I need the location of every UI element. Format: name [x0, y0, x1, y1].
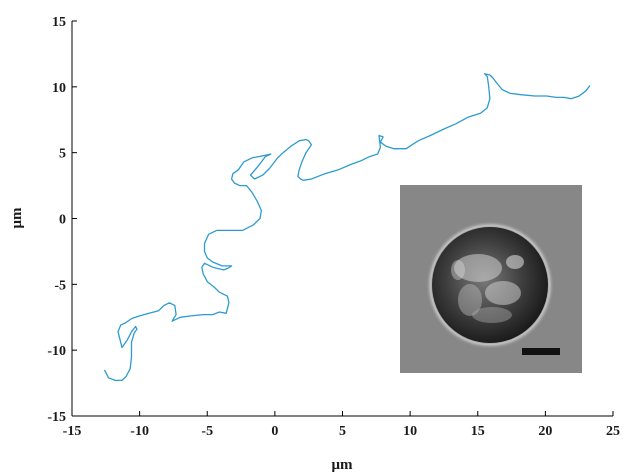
trajectory-line: [103, 73, 591, 382]
y-tick-label: -10: [47, 344, 66, 359]
cell-texture: [458, 284, 482, 316]
x-tick-label: 25: [606, 424, 620, 439]
y-tick-label: -15: [47, 410, 66, 425]
y-tick-label: 10: [52, 81, 66, 96]
y-tick-label: 5: [59, 147, 66, 162]
x-tick-label: -10: [130, 424, 149, 439]
plot-area: [103, 73, 591, 382]
x-tick-label: 20: [538, 424, 552, 439]
y-ticks: -15 -10 -5 0 5 10 15: [47, 15, 77, 425]
x-ticks: -15 -10 -5 0 5 10 15 20 25: [63, 411, 620, 439]
y-axis-label: μm: [9, 207, 25, 229]
x-tick-label: 10: [403, 424, 417, 439]
x-tick-label: -5: [201, 424, 213, 439]
y-tick-label: -5: [54, 278, 66, 293]
x-tick-label: 0: [271, 424, 278, 439]
y-tick-label: 15: [52, 15, 66, 30]
y-tick-label: 0: [59, 213, 66, 228]
cell-texture: [454, 254, 502, 282]
x-tick-label: -15: [63, 424, 82, 439]
inset-micrograph: [400, 185, 582, 373]
cell-texture: [485, 281, 521, 305]
x-axis-label: μm: [332, 457, 354, 473]
x-tick-label: 5: [339, 424, 346, 439]
cell-texture: [472, 307, 512, 323]
x-tick-label: 15: [471, 424, 485, 439]
cell-texture: [451, 260, 465, 280]
cell-texture: [506, 255, 524, 269]
scale-bar: [522, 348, 560, 355]
